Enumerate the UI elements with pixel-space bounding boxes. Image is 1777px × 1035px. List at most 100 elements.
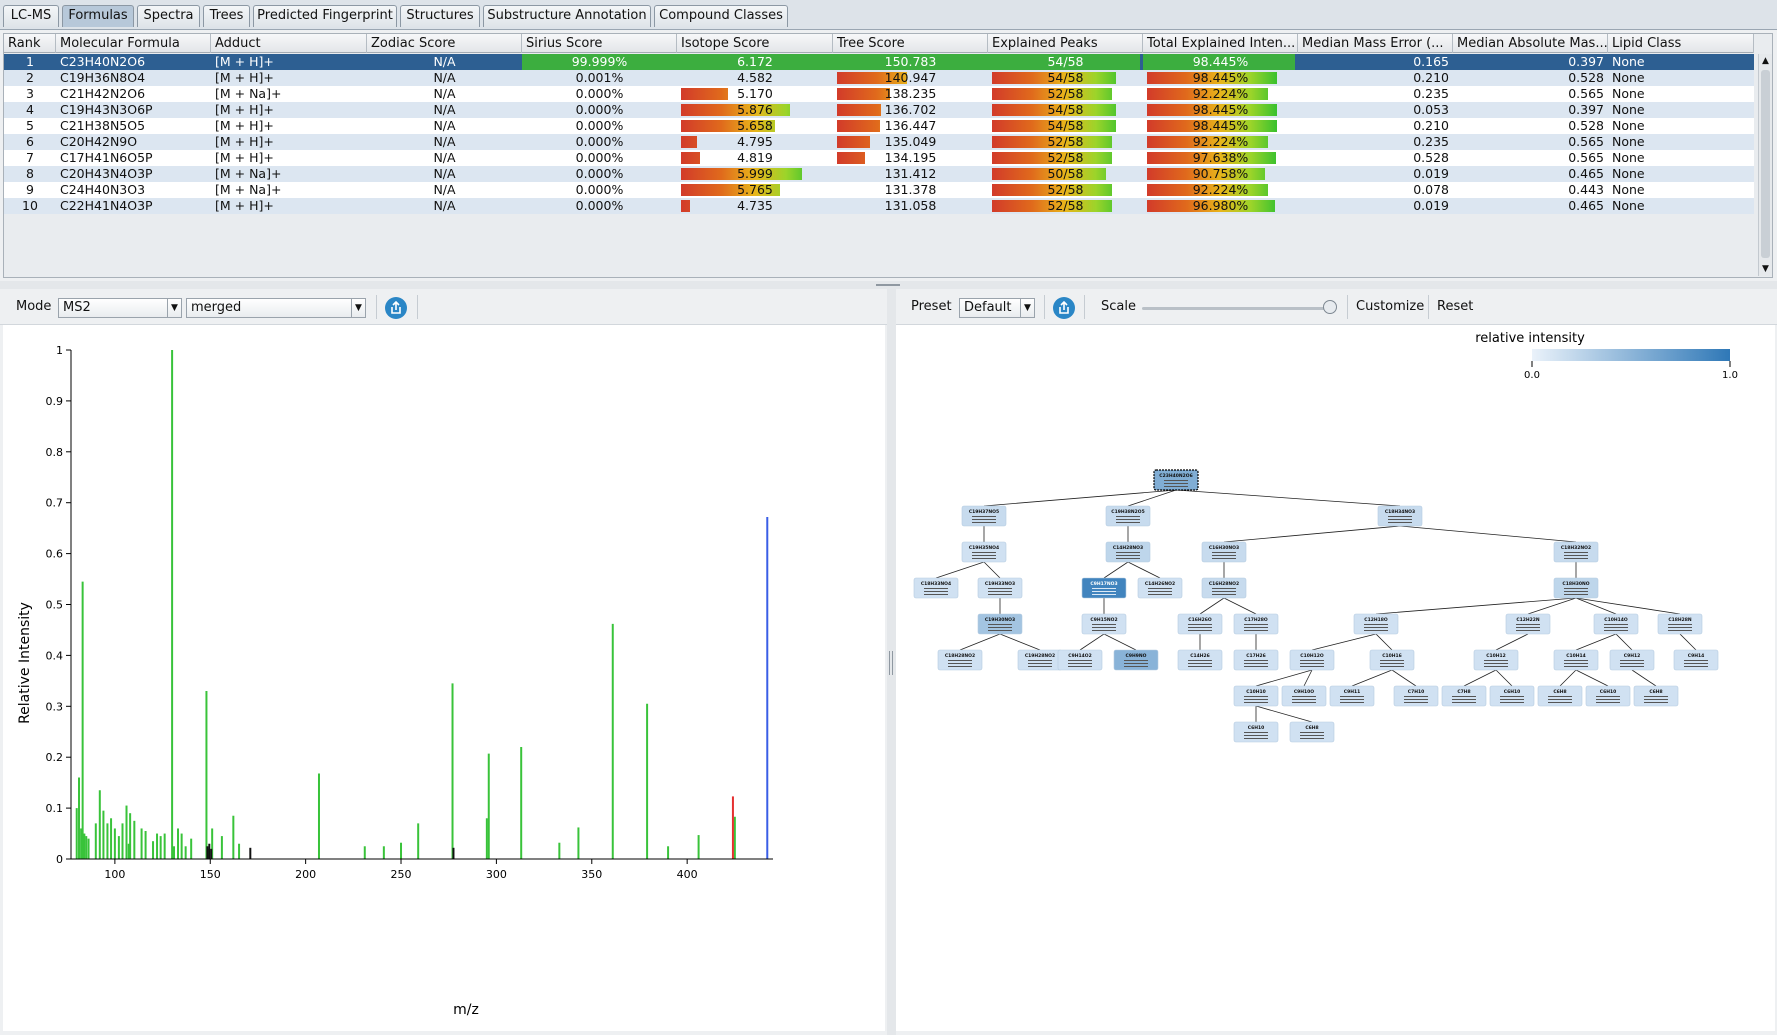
export-icon[interactable]: [1053, 297, 1075, 319]
col-median-mass-error[interactable]: Median Mass Error (...: [1298, 34, 1453, 53]
spectrum-chart[interactable]: 0 0.1 0.2 0.3 0.4 0.5 0.6 0.7 0.8 0.9 1 100 150 200 25…: [3, 325, 885, 1031]
col-tree-score[interactable]: Tree Score: [833, 34, 988, 53]
tree-node[interactable]: C10H14: [1553, 649, 1599, 671]
tree-canvas[interactable]: relative intensity 0.0 1.0 C23H40N2O6 C19…: [896, 325, 1775, 1031]
tree-node[interactable]: C18H28NO2: [937, 649, 983, 671]
tree-node[interactable]: C14H26: [1177, 649, 1223, 671]
table-row[interactable]: 2 C19H36N8O4 [M + H]+ N/A 0.001% 4.582 140.947…: [4, 70, 1754, 86]
scroll-down-icon[interactable]: ▼: [1762, 264, 1769, 274]
col-molecular-formula[interactable]: Molecular Formula: [56, 34, 211, 53]
tree-node[interactable]: C18H32NO2: [1553, 541, 1599, 563]
tree-node[interactable]: C9H10O: [1281, 685, 1327, 707]
table-row[interactable]: 3 C21H42N2O6 [M + Na]+ N/A 0.000% 5.170 138.23…: [4, 86, 1754, 102]
table-row[interactable]: 4 C19H43N3O6P [M + H]+ N/A 0.000% 5.876 136.70…: [4, 102, 1754, 118]
tree-node[interactable]: C9H12: [1609, 649, 1655, 671]
export-icon[interactable]: [385, 297, 407, 319]
tree-node[interactable]: C23H40N2O6: [1153, 469, 1199, 491]
tree-node[interactable]: C6H10: [1585, 685, 1631, 707]
scale-slider-track[interactable]: [1142, 307, 1334, 310]
tree-node[interactable]: C14H26NO2: [1137, 577, 1183, 599]
tree-node[interactable]: C12H18O: [1353, 613, 1399, 635]
table-row[interactable]: 7 C17H41N6O5P [M + H]+ N/A 0.000% 4.819 134.19…: [4, 150, 1754, 166]
tree-node[interactable]: C18H28N: [1657, 613, 1703, 635]
tab-compound-classes[interactable]: Compound Classes: [654, 5, 788, 27]
table-scrollbar[interactable]: ▲ ▼: [1758, 54, 1772, 276]
tree-edge: [983, 561, 1001, 579]
tab-substructure-annotation[interactable]: Substructure Annotation: [483, 5, 651, 27]
spectrum-plot[interactable]: 0 0.1 0.2 0.3 0.4 0.5 0.6 0.7 0.8 0.9 1 100 150 200 25…: [3, 325, 885, 1031]
col-sirius-score[interactable]: Sirius Score: [522, 34, 677, 53]
horizontal-splitter[interactable]: [0, 281, 1777, 289]
tree-node[interactable]: C14H28NO3: [1105, 541, 1151, 563]
fragmentation-tree[interactable]: relative intensity 0.0 1.0 C23H40N2O6 C19…: [896, 325, 1775, 1031]
tree-node[interactable]: C9H15NO2: [1081, 613, 1127, 635]
scale-slider-knob[interactable]: [1323, 300, 1338, 314]
tree-edge: [1103, 633, 1137, 651]
tab-trees[interactable]: Trees: [203, 5, 250, 27]
toolbar-separator: [417, 295, 418, 319]
tree-node[interactable]: C7H8: [1441, 685, 1487, 707]
tree-node[interactable]: C9H14O2: [1057, 649, 1103, 671]
tab-lc-ms[interactable]: LC-MS: [3, 5, 59, 27]
tree-node[interactable]: C17H26: [1233, 649, 1279, 671]
tree-node[interactable]: C9H17NO3: [1081, 577, 1127, 599]
tree-node[interactable]: C17H28O: [1233, 613, 1279, 635]
cell-peaks: 54/58: [988, 54, 1143, 70]
tree-node[interactable]: C10H12O: [1289, 649, 1335, 671]
col-adduct[interactable]: Adduct: [211, 34, 367, 53]
tree-node[interactable]: C6H10: [1233, 721, 1279, 743]
table-row[interactable]: 1 C23H40N2O6 [M + H]+ N/A 99.999% 6.172 150.78…: [4, 54, 1754, 70]
tree-node[interactable]: C12H22N: [1505, 613, 1551, 635]
table-row[interactable]: 8 C20H43N4O3P [M + Na]+ N/A 0.000% 5.999 131.4…: [4, 166, 1754, 182]
tree-node[interactable]: C10H14O: [1593, 613, 1639, 635]
tree-node[interactable]: C10H10: [1233, 685, 1279, 707]
tree-node[interactable]: C19H35NO4: [961, 541, 1007, 563]
preset-select[interactable]: Default ▼: [959, 298, 1035, 318]
tree-node[interactable]: C16H26O: [1177, 613, 1223, 635]
tree-node[interactable]: C10H12: [1473, 649, 1519, 671]
col-zodiac-score[interactable]: Zodiac Score: [367, 34, 522, 53]
tree-node[interactable]: C19H28NO2: [1017, 649, 1063, 671]
col-rank[interactable]: Rank: [4, 34, 56, 53]
vertical-splitter[interactable]: [887, 289, 896, 1035]
col-explained-peaks[interactable]: Explained Peaks: [988, 34, 1143, 53]
tree-node[interactable]: C9H11: [1329, 685, 1375, 707]
tree-node[interactable]: C6H10: [1489, 685, 1535, 707]
tree-node[interactable]: C6H8: [1537, 685, 1583, 707]
tab-predicted-fingerprint[interactable]: Predicted Fingerprint: [253, 5, 397, 27]
table-row[interactable]: 6 C20H42N9O [M + H]+ N/A 0.000% 4.795 135.049 5…: [4, 134, 1754, 150]
tree-node[interactable]: C19H33NO3: [977, 577, 1023, 599]
col-isotope-score[interactable]: Isotope Score: [677, 34, 833, 53]
tree-node[interactable]: C18H33NO4: [913, 577, 959, 599]
tab-spectra[interactable]: Spectra: [137, 5, 200, 27]
col-lipid-class[interactable]: Lipid Class: [1608, 34, 1754, 53]
tree-node-detail: [1164, 486, 1188, 487]
scroll-up-icon[interactable]: ▲: [1762, 56, 1769, 66]
merge-select[interactable]: merged ▼: [186, 298, 366, 318]
tree-node[interactable]: C9H14: [1673, 649, 1719, 671]
table-row[interactable]: 5 C21H38N5O5 [M + H]+ N/A 0.000% 5.658 136.447…: [4, 118, 1754, 134]
table-row[interactable]: 9 C24H40N3O3 [M + Na]+ N/A 0.000% 5.765 131.37…: [4, 182, 1754, 198]
tree-node[interactable]: C10H16: [1369, 649, 1415, 671]
tree-node[interactable]: C19H38N2O5: [1105, 505, 1151, 527]
customize-button[interactable]: Customize: [1356, 299, 1425, 314]
tree-node[interactable]: C9H9NO: [1113, 649, 1159, 671]
tree-node[interactable]: C16H30NO3: [1201, 541, 1247, 563]
tree-node[interactable]: C6H8: [1633, 685, 1679, 707]
scrollbar-thumb[interactable]: [1761, 70, 1770, 258]
tree-node[interactable]: C7H10: [1393, 685, 1439, 707]
table-row[interactable]: 10 C22H41N4O3P [M + H]+ N/A 0.000% 4.735 131.0…: [4, 198, 1754, 214]
tab-structures[interactable]: Structures: [400, 5, 480, 27]
tree-node[interactable]: C18H34NO3: [1377, 505, 1423, 527]
col-median-absolute-mass-error[interactable]: Median Absolute Mas...: [1453, 34, 1608, 53]
reset-button[interactable]: Reset: [1437, 299, 1474, 314]
mode-select[interactable]: MS2 ▼: [58, 298, 182, 318]
tree-node[interactable]: C16H28NO2: [1201, 577, 1247, 599]
tab-formulas[interactable]: Formulas: [62, 5, 134, 27]
col-total-explained-intensity[interactable]: Total Explained Inten...: [1143, 34, 1298, 53]
tree-node[interactable]: C19H37NO5: [961, 505, 1007, 527]
tree-node[interactable]: C6H8: [1289, 721, 1335, 743]
tree-node[interactable]: C19H30NO3: [977, 613, 1023, 635]
tree-node[interactable]: C18H30NO: [1553, 577, 1599, 599]
